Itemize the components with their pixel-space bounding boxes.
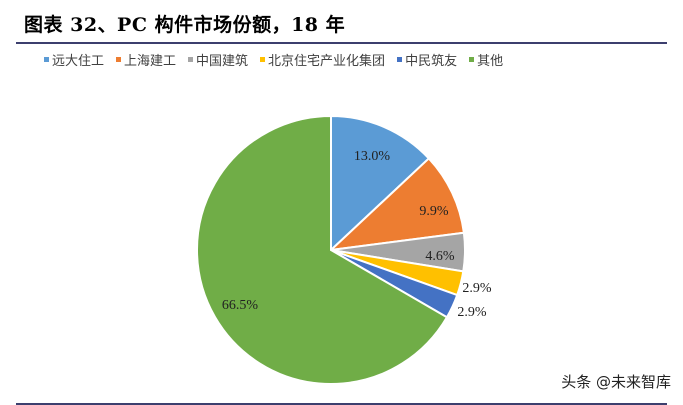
slice-label: 9.9% [419, 204, 449, 219]
legend-item: 上海建工 [116, 50, 176, 69]
legend-swatch-icon [44, 57, 49, 62]
legend-item: 中民筑友 [397, 50, 457, 69]
pie-slice [328, 157, 466, 252]
slice-label: 66.5% [222, 298, 259, 313]
legend-label: 远大住工 [52, 54, 105, 69]
legend-item: 其他 [469, 50, 503, 69]
legend-item: 北京住宅产业化集团 [260, 50, 385, 69]
legend-label: 中国建筑 [196, 54, 249, 69]
legend-label: 其他 [477, 54, 504, 69]
pie-labels: 13.0% 9.9% 4.6% 2.9% 2.9% 66.5% [222, 149, 492, 320]
slice-label: 2.9% [462, 281, 492, 296]
pie-slice [330, 114, 431, 253]
legend-label: 中民筑友 [405, 54, 458, 69]
chart-title: 图表 32、PC 构件市场份额，18 年 [24, 14, 346, 36]
legend-swatch-icon [397, 57, 403, 62]
bottom-divider [16, 403, 667, 405]
title-divider [16, 42, 667, 44]
legend-label: 上海建工 [124, 54, 177, 69]
legend-swatch-icon [116, 57, 122, 62]
legend-item: 远大住工 [44, 50, 104, 69]
slice-label: 4.6% [425, 249, 455, 264]
watermark: 头条 @未来智库 [561, 373, 671, 391]
legend-label: 北京住宅产业化集团 [268, 54, 386, 69]
pie-slices [196, 114, 466, 385]
legend-swatch-icon [188, 57, 194, 62]
chart-legend: 远大住工 上海建工 中国建筑 北京住宅产业化集团 中民筑友 其他 [44, 50, 503, 69]
pie-slice [196, 114, 449, 385]
slice-label: 2.9% [457, 305, 487, 320]
legend-swatch-icon [260, 57, 266, 62]
legend-item: 中国建筑 [188, 50, 248, 69]
slice-label: 13.0% [354, 149, 391, 164]
legend-swatch-icon [469, 57, 475, 62]
